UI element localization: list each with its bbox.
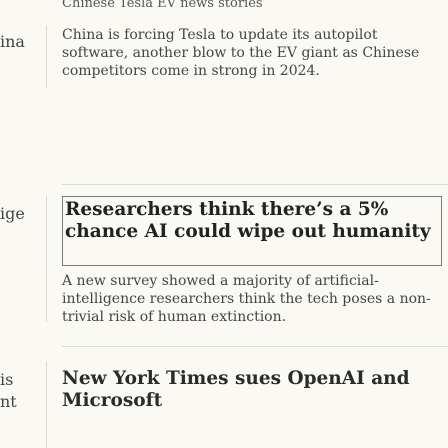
story-headline[interactable]: New York Times sues OpenAI and Microsoft xyxy=(62,368,410,411)
story-summary: A new survey showed a majority of artifi… xyxy=(62,273,431,325)
story-tesla-china[interactable]: China is forcing Tesla to update its aut… xyxy=(62,26,442,80)
column-divider xyxy=(46,26,47,88)
left-fragment: ige xyxy=(0,204,25,223)
left-fragment: nt xyxy=(0,392,17,411)
story-divider xyxy=(62,184,448,185)
story-headline-focused[interactable]: Researchers think there’s a 5% chance AI… xyxy=(62,196,442,266)
story-ai-researchers[interactable]: A new survey showed a majority of artifi… xyxy=(62,272,442,326)
left-fragment: ina xyxy=(0,32,25,51)
left-fragment: is xyxy=(0,370,14,389)
story-divider xyxy=(62,346,448,347)
column-divider xyxy=(46,362,47,448)
left-column-fragments: ina ige is nt xyxy=(0,0,45,448)
previous-headline-fragment[interactable]: Chinese Tesla EV news stories xyxy=(62,0,263,11)
story-summary: China is forcing Tesla to update its aut… xyxy=(62,27,420,79)
story-headline[interactable]: Researchers think there’s a 5% chance AI… xyxy=(65,199,431,242)
column-divider xyxy=(46,196,47,322)
story-nyt-openai[interactable]: New York Times sues OpenAI and Microsoft xyxy=(62,368,442,412)
